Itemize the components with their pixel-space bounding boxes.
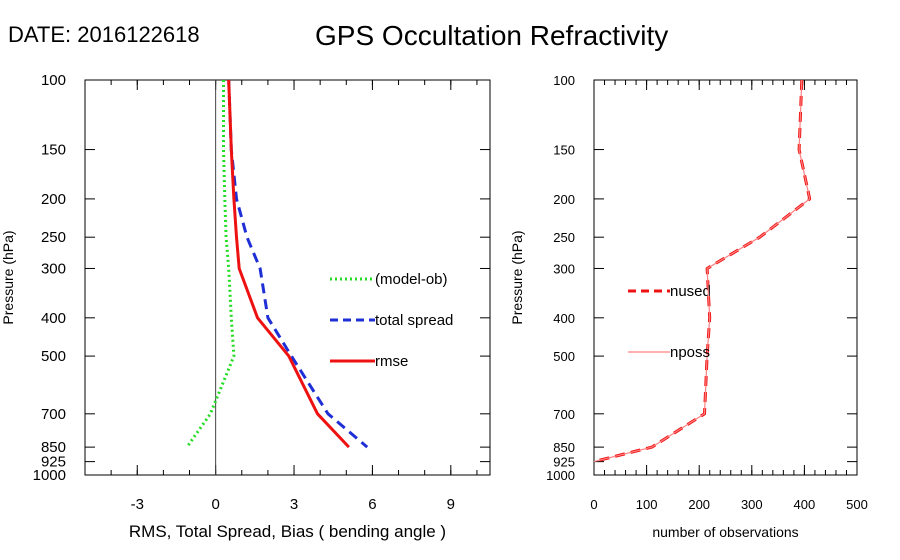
legend-label: (model-ob) (375, 271, 448, 288)
y-axis-label: Pressure (hPa) (0, 230, 16, 324)
y-tick-label: 200 (41, 191, 66, 208)
y-tick-label: 925 (41, 454, 66, 471)
y-tick-label: 250 (553, 230, 575, 245)
x-tick-label: 400 (794, 497, 816, 512)
y-tick-label: 700 (553, 407, 575, 422)
legend-label: nused (670, 283, 711, 300)
y-tick-label: 500 (41, 348, 66, 365)
legend-label: total spread (375, 312, 453, 329)
y-tick-label: 300 (41, 260, 66, 277)
y-tick-label: 500 (553, 349, 575, 364)
series-line-modelob (185, 80, 236, 448)
series-line-nused (593, 79, 812, 464)
x-tick-label: 500 (846, 497, 868, 512)
x-tick-label: 6 (368, 496, 376, 513)
y-tick-label: 400 (41, 310, 66, 327)
x-tick-label: 0 (590, 497, 597, 512)
y-tick-label: 150 (41, 142, 66, 159)
y-tick-label: 1000 (546, 468, 575, 483)
y-tick-label: 1000 (33, 467, 66, 484)
y-tick-label: 250 (41, 229, 66, 246)
series-line-nposs (593, 79, 811, 463)
x-tick-label: 0 (211, 496, 219, 513)
series-line-rmse (227, 79, 350, 449)
legend-label: rmse (375, 353, 408, 370)
x-tick-label: 100 (636, 497, 658, 512)
date-label: DATE: 2016122618 (8, 22, 200, 47)
x-tick-label: 9 (447, 496, 455, 513)
x-tick-label: -3 (131, 496, 144, 513)
legend-label: nposs (670, 344, 710, 361)
y-tick-label: 925 (553, 455, 575, 470)
page-title: GPS Occultation Refractivity (315, 20, 669, 51)
x-tick-label: 300 (741, 497, 763, 512)
plot-frame-0 (84, 79, 491, 476)
y-tick-label: 200 (553, 192, 575, 207)
y-tick-label: 850 (553, 440, 575, 455)
x-tick-label: 3 (290, 496, 298, 513)
x-axis-label: number of observations (652, 524, 798, 540)
x-axis-label: RMS, Total Spread, Bias ( bending angle … (129, 522, 446, 541)
y-tick-label: 150 (553, 143, 575, 158)
y-tick-label: 100 (553, 73, 575, 88)
plot-frame-1 (593, 79, 858, 476)
x-tick-label: 200 (688, 497, 710, 512)
y-tick-label: 100 (41, 72, 66, 89)
y-axis-label: Pressure (hPa) (509, 230, 525, 324)
y-tick-label: 400 (553, 311, 575, 326)
series-line-totalspread (227, 79, 369, 449)
y-tick-label: 850 (41, 439, 66, 456)
y-tick-label: 300 (553, 261, 575, 276)
y-tick-label: 700 (41, 406, 66, 423)
